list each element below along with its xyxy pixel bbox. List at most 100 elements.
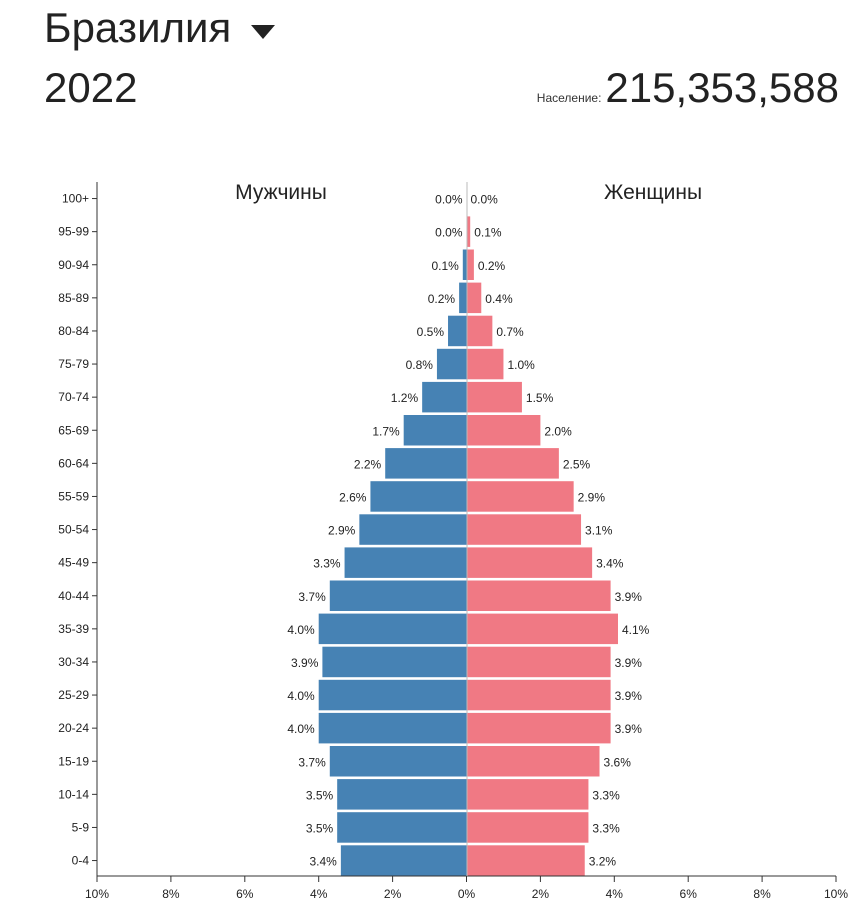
age-group-label: 25-29 bbox=[58, 688, 89, 702]
age-group-label: 60-64 bbox=[58, 456, 89, 470]
female-value-label: 0.0% bbox=[471, 193, 499, 207]
female-bar bbox=[467, 679, 611, 711]
female-value-label: 1.0% bbox=[507, 358, 535, 372]
x-tick-label: 2% bbox=[532, 887, 550, 901]
female-bar bbox=[467, 746, 600, 777]
male-bar bbox=[337, 812, 467, 843]
dropdown-caret-icon[interactable] bbox=[251, 25, 276, 39]
female-value-label: 3.4% bbox=[596, 557, 624, 571]
male-value-label: 2.2% bbox=[354, 457, 382, 471]
male-bar bbox=[422, 381, 467, 413]
male-bar bbox=[385, 448, 467, 479]
age-group-label: 100+ bbox=[62, 192, 89, 206]
female-value-label: 2.9% bbox=[578, 490, 606, 504]
x-tick-label: 10% bbox=[824, 887, 848, 901]
female-value-label: 3.6% bbox=[604, 755, 632, 769]
female-bar bbox=[467, 381, 522, 413]
x-tick-label: 4% bbox=[606, 887, 624, 901]
age-group-label: 50-54 bbox=[58, 523, 89, 537]
male-bar bbox=[322, 646, 467, 678]
age-group-label: 45-49 bbox=[58, 556, 89, 570]
age-group-label: 85-89 bbox=[58, 291, 89, 305]
x-tick-label: 4% bbox=[310, 887, 328, 901]
male-value-label: 3.7% bbox=[298, 590, 326, 604]
male-value-label: 0.2% bbox=[428, 292, 456, 306]
male-value-label: 3.5% bbox=[306, 821, 334, 835]
female-bar bbox=[467, 249, 474, 280]
male-bar bbox=[436, 348, 467, 380]
male-bar bbox=[370, 481, 467, 512]
female-bar bbox=[467, 415, 541, 446]
population-value: 215,353,588 bbox=[605, 64, 839, 111]
male-value-label: 4.0% bbox=[287, 722, 315, 736]
male-bar bbox=[459, 282, 467, 314]
male-bar bbox=[448, 315, 467, 347]
male-value-label: 4.0% bbox=[287, 623, 315, 637]
male-series-label: Мужчины bbox=[235, 181, 327, 204]
male-value-label: 2.9% bbox=[328, 524, 356, 538]
female-value-label: 1.5% bbox=[526, 391, 554, 405]
age-group-label: 35-39 bbox=[58, 622, 89, 636]
male-value-label: 3.9% bbox=[291, 656, 319, 670]
age-group-label: 30-34 bbox=[58, 655, 89, 669]
x-tick-label: 6% bbox=[236, 887, 254, 901]
country-selector[interactable]: Бразилия bbox=[44, 2, 276, 54]
female-bar bbox=[467, 481, 574, 512]
age-group-label: 70-74 bbox=[58, 390, 89, 404]
male-value-label: 2.6% bbox=[339, 490, 367, 504]
x-tick-label: 0% bbox=[458, 887, 476, 901]
female-bar bbox=[467, 448, 559, 479]
male-bar bbox=[329, 746, 467, 777]
male-value-label: 3.5% bbox=[306, 788, 334, 802]
male-value-label: 1.2% bbox=[391, 391, 419, 405]
female-value-label: 3.1% bbox=[585, 524, 613, 538]
male-value-label: 1.7% bbox=[372, 424, 400, 438]
male-value-label: 4.0% bbox=[287, 689, 315, 703]
female-series-label: Женщины bbox=[604, 181, 702, 204]
age-group-label: 40-44 bbox=[58, 589, 89, 603]
age-group-label: 80-84 bbox=[58, 324, 89, 338]
female-value-label: 0.2% bbox=[478, 259, 506, 273]
female-value-label: 2.5% bbox=[563, 457, 591, 471]
female-value-label: 3.9% bbox=[615, 722, 643, 736]
female-value-label: 3.9% bbox=[615, 656, 643, 670]
country-name: Бразилия bbox=[44, 4, 232, 51]
male-bar bbox=[337, 779, 467, 810]
age-group-label: 20-24 bbox=[58, 721, 89, 735]
population-label: Население: bbox=[536, 91, 602, 105]
male-bar bbox=[359, 514, 467, 545]
male-value-label: 0.1% bbox=[431, 259, 459, 273]
population-block: Население: 215,353,588 bbox=[537, 62, 839, 114]
female-value-label: 3.3% bbox=[592, 821, 620, 835]
female-value-label: 0.4% bbox=[485, 292, 513, 306]
age-group-label: 55-59 bbox=[58, 489, 89, 503]
male-bar bbox=[318, 613, 467, 645]
male-value-label: 0.0% bbox=[435, 226, 463, 240]
male-bar bbox=[340, 845, 467, 876]
x-tick-label: 10% bbox=[85, 887, 109, 901]
female-value-label: 0.7% bbox=[496, 325, 524, 339]
female-value-label: 3.2% bbox=[589, 855, 617, 869]
male-value-label: 0.0% bbox=[435, 193, 463, 207]
year-label: 2022 bbox=[44, 64, 138, 111]
male-bar bbox=[329, 580, 467, 611]
male-value-label: 3.4% bbox=[310, 855, 338, 869]
female-bar bbox=[467, 348, 504, 380]
female-bar bbox=[467, 779, 589, 810]
female-bar bbox=[467, 712, 611, 744]
age-group-label: 0-4 bbox=[72, 854, 90, 868]
female-bar bbox=[467, 282, 482, 314]
age-group-label: 95-99 bbox=[58, 225, 89, 239]
age-group-label: 15-19 bbox=[58, 754, 89, 768]
female-bar bbox=[467, 216, 471, 247]
female-bar bbox=[467, 514, 582, 545]
male-bar bbox=[344, 547, 467, 578]
age-group-label: 5-9 bbox=[72, 820, 90, 834]
female-bar bbox=[467, 547, 593, 578]
female-value-label: 3.9% bbox=[615, 689, 643, 703]
male-bar bbox=[318, 712, 467, 744]
age-group-label: 65-69 bbox=[58, 423, 89, 437]
male-bar bbox=[318, 679, 467, 711]
male-value-label: 0.5% bbox=[417, 325, 445, 339]
